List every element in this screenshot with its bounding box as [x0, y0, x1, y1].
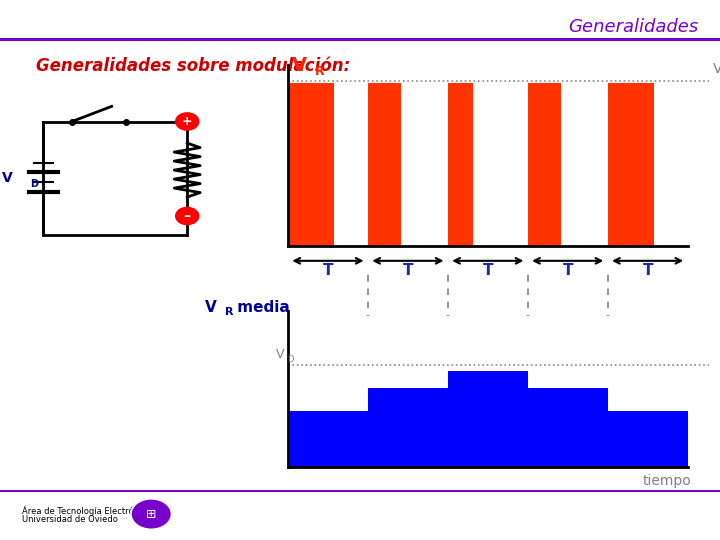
Bar [0, 490, 720, 492]
Text: V: V [292, 56, 307, 75]
Text: T: T [323, 263, 333, 278]
Bar [448, 372, 528, 467]
Text: D: D [287, 355, 294, 364]
Text: ⊞: ⊞ [146, 508, 156, 521]
Text: T: T [482, 263, 493, 278]
Bar [528, 83, 562, 246]
Text: Universidad de Oviedo: Universidad de Oviedo [22, 515, 117, 524]
Text: +: + [182, 115, 192, 128]
Bar [288, 83, 334, 246]
Bar [368, 388, 448, 467]
Bar [448, 83, 474, 246]
Bar [608, 83, 654, 246]
Text: T: T [402, 263, 413, 278]
Text: tiempo: tiempo [642, 474, 691, 488]
Bar [288, 411, 368, 467]
Bar [528, 388, 608, 467]
Text: V: V [205, 300, 217, 315]
Text: media: media [232, 300, 289, 315]
Text: V: V [713, 62, 720, 76]
Text: R: R [315, 65, 325, 78]
Text: T: T [642, 263, 653, 278]
Circle shape [176, 113, 199, 130]
Circle shape [131, 499, 171, 529]
Text: R: R [225, 307, 233, 316]
Circle shape [176, 207, 199, 225]
Text: D: D [30, 179, 38, 188]
Bar [0, 38, 720, 41]
Text: Generalidades sobre modulación:: Generalidades sobre modulación: [36, 57, 350, 75]
Text: V: V [2, 171, 13, 185]
Text: –: – [184, 209, 191, 223]
Bar [608, 411, 688, 467]
Text: V: V [276, 348, 284, 361]
Text: T: T [562, 263, 573, 278]
Text: Área de Tecnología Electrónica -: Área de Tecnología Electrónica - [22, 505, 156, 516]
Bar [368, 83, 402, 246]
Text: Generalidades: Generalidades [568, 18, 698, 36]
